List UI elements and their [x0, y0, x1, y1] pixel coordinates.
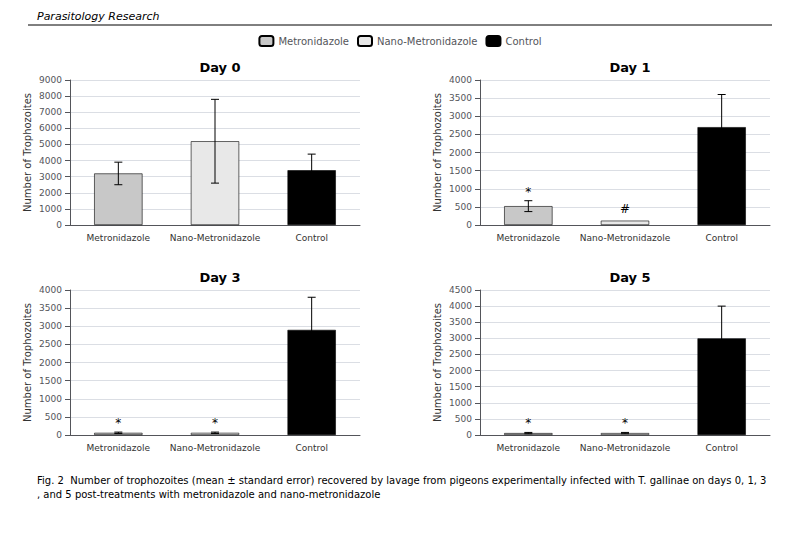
svg-text:4000: 4000 — [39, 285, 62, 295]
svg-text:3000: 3000 — [39, 321, 62, 331]
svg-text:0: 0 — [56, 220, 62, 230]
svg-text:Number of Trophozoites: Number of Trophozoites — [22, 303, 33, 422]
svg-text:500: 500 — [45, 412, 62, 422]
svg-text:Nano-Metronidazole: Nano-Metronidazole — [580, 233, 671, 243]
svg-text:5000: 5000 — [39, 139, 62, 149]
svg-text:Nano-Metronidazole: Nano-Metronidazole — [580, 443, 671, 453]
svg-text:1000: 1000 — [39, 204, 62, 214]
svg-text:Metronidazole: Metronidazole — [497, 443, 561, 453]
svg-text:0: 0 — [56, 430, 62, 440]
svg-text:Control: Control — [705, 443, 738, 453]
svg-text:Number of Trophozoites: Number of Trophozoites — [432, 303, 443, 422]
svg-text:1000: 1000 — [449, 184, 472, 194]
svg-text:Metronidazole: Metronidazole — [497, 233, 561, 243]
svg-text:3000: 3000 — [39, 172, 62, 182]
svg-text:2000: 2000 — [39, 358, 62, 368]
svg-text:Control: Control — [295, 233, 328, 243]
svg-text:2500: 2500 — [39, 339, 62, 349]
svg-text:Control: Control — [295, 443, 328, 453]
svg-text:Parasitology Research: Parasitology Research — [37, 10, 159, 23]
svg-text:Metronidazole: Metronidazole — [87, 233, 151, 243]
svg-text:500: 500 — [455, 202, 472, 212]
svg-text:2000: 2000 — [449, 366, 472, 376]
svg-text:Metronidazole: Metronidazole — [87, 443, 151, 453]
svg-text:*: * — [622, 416, 628, 430]
svg-text:Day 3: Day 3 — [199, 270, 240, 285]
svg-text:4000: 4000 — [449, 301, 472, 311]
svg-text:4500: 4500 — [449, 285, 472, 295]
svg-text:2000: 2000 — [449, 148, 472, 158]
svg-text:3500: 3500 — [449, 317, 472, 327]
svg-text:Nano-Metronidazole: Nano-Metronidazole — [170, 233, 261, 243]
svg-text:3000: 3000 — [449, 333, 472, 343]
svg-text:1000: 1000 — [39, 394, 62, 404]
svg-text:8000: 8000 — [39, 91, 62, 101]
svg-text:*: * — [525, 416, 531, 430]
svg-text:Nano-Metronidazole: Nano-Metronidazole — [170, 443, 261, 453]
svg-text:, and 5 post-treatments with m: , and 5 post-treatments with metronidazo… — [37, 489, 380, 500]
svg-text:4000: 4000 — [39, 156, 62, 166]
svg-text:*: * — [525, 185, 531, 199]
svg-text:500: 500 — [455, 414, 472, 424]
svg-text:0: 0 — [466, 430, 472, 440]
svg-text:Day 1: Day 1 — [609, 60, 650, 75]
svg-text:Day 5: Day 5 — [609, 270, 650, 285]
svg-text:#: # — [620, 202, 630, 216]
svg-text:Number of Trophozoites: Number of Trophozoites — [22, 93, 33, 212]
svg-text:Day 0: Day 0 — [199, 60, 240, 75]
svg-text:3000: 3000 — [449, 111, 472, 121]
svg-text:3500: 3500 — [449, 93, 472, 103]
svg-text:0: 0 — [466, 220, 472, 230]
svg-text:1500: 1500 — [449, 166, 472, 176]
svg-text:Nano-Metronidazole: Nano-Metronidazole — [377, 36, 477, 47]
svg-text:9000: 9000 — [39, 75, 62, 85]
svg-text:2500: 2500 — [449, 129, 472, 139]
svg-text:Number of Trophozoites: Number of Trophozoites — [432, 93, 443, 212]
svg-text:3500: 3500 — [39, 303, 62, 313]
svg-text:Metronidazole: Metronidazole — [278, 36, 349, 47]
svg-text:7000: 7000 — [39, 107, 62, 117]
svg-text:1500: 1500 — [39, 376, 62, 386]
svg-text:Control: Control — [505, 36, 541, 47]
svg-text:1500: 1500 — [449, 382, 472, 392]
svg-text:*: * — [115, 416, 121, 430]
svg-text:Fig. 2 Number of trophozoites: Fig. 2 Number of trophozoites (mean ± st… — [37, 475, 766, 486]
svg-text:Control: Control — [705, 233, 738, 243]
svg-text:2500: 2500 — [449, 349, 472, 359]
svg-text:4000: 4000 — [449, 75, 472, 85]
svg-text:1000: 1000 — [449, 398, 472, 408]
svg-text:*: * — [212, 416, 218, 430]
svg-text:6000: 6000 — [39, 123, 62, 133]
svg-text:2000: 2000 — [39, 188, 62, 198]
